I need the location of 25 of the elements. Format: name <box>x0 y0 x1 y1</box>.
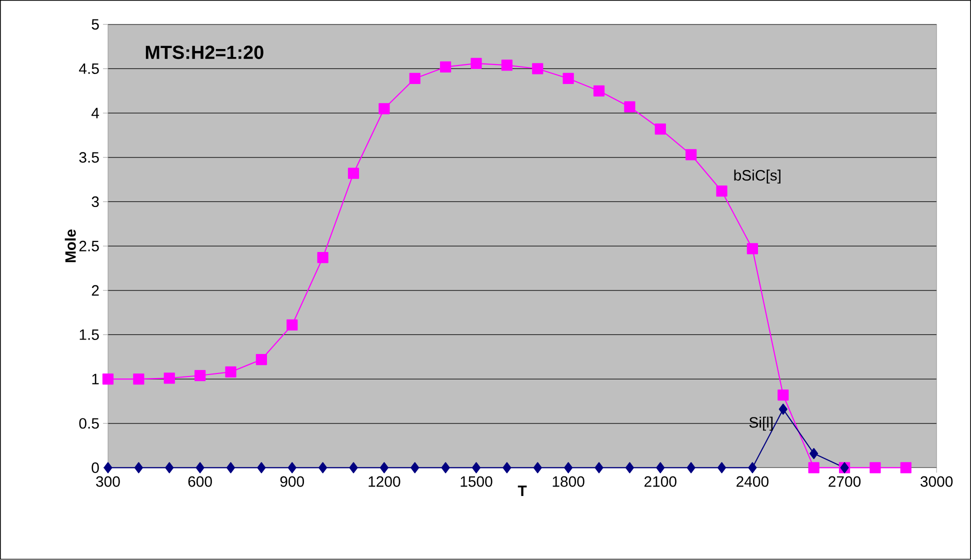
y-tick-label: 0 <box>92 462 99 474</box>
series-label: bSiC[s] <box>734 170 780 184</box>
text: MTS:H2=1:20 <box>146 46 264 60</box>
x-tick-label: 2400 <box>736 476 768 487</box>
y-tick-label: 4 <box>91 108 100 118</box>
x-tick-label: 300 <box>96 476 120 487</box>
x-tick-label: 1500 <box>460 476 492 487</box>
y-axis-title: Mole <box>64 230 76 262</box>
y-tick-label: 1 <box>92 374 99 384</box>
x-tick-label: 1800 <box>552 476 584 487</box>
y-tick-label: 3 <box>92 196 99 208</box>
y-tick-label: 2.5 <box>79 240 99 252</box>
x-axis-title: T <box>518 486 527 496</box>
x-tick-label: 1200 <box>368 476 400 487</box>
y-tick-label: 5 <box>92 19 99 30</box>
x-tick-label: 2700 <box>828 476 861 487</box>
x-tick-label: 900 <box>280 476 304 487</box>
y-tick-label: 0.5 <box>79 418 99 429</box>
x-tick-label: 3000 <box>920 476 953 487</box>
y-tick-label: 2 <box>92 285 99 296</box>
x-tick-label: 2100 <box>644 476 676 487</box>
x-tick-label: 600 <box>188 476 212 487</box>
y-tick-label: 1.5 <box>80 330 99 340</box>
y-tick-label: 3.5 <box>79 152 99 163</box>
y-tick-label: 4.5 <box>79 64 99 74</box>
